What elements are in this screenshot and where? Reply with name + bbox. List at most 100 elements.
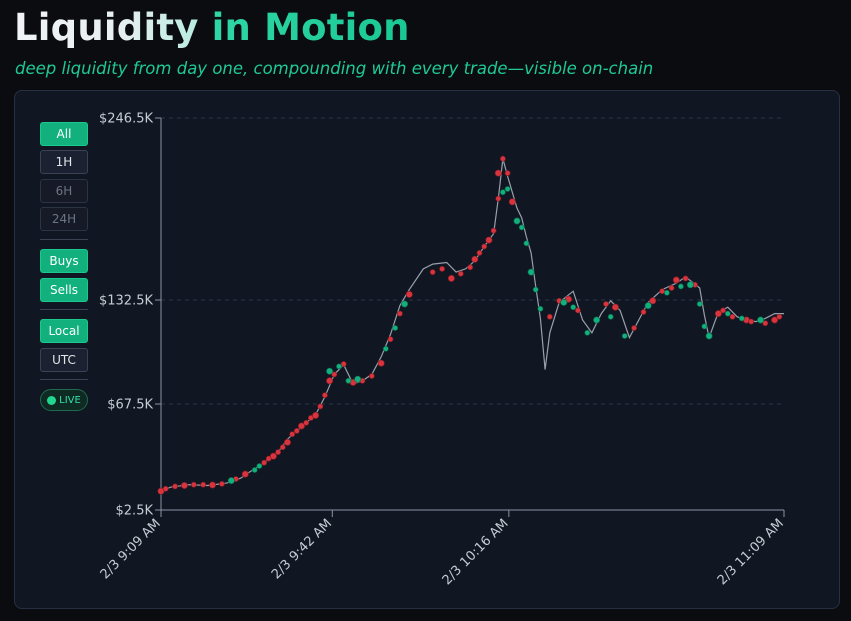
sell-trade-marker (447, 274, 455, 282)
buy-trade-marker (724, 310, 731, 317)
sell-trade-marker (180, 481, 188, 489)
price-line (160, 158, 784, 492)
x-tick-label: 2/3 9:42 AM (269, 516, 335, 582)
sell-trade-marker (387, 336, 394, 343)
buy-trade-marker (686, 281, 694, 289)
timezone-local-button[interactable]: Local (40, 319, 88, 343)
price-chart: $2.5K $67.5K $132.5K $246.5K 2/3 9:09 AM 2/3 … (98, 112, 787, 589)
sell-trade-marker (331, 371, 338, 378)
timezone-utc-button[interactable]: UTC (40, 348, 88, 372)
buy-trade-marker (560, 298, 568, 306)
sell-trade-marker (439, 265, 445, 272)
y-tick-label: $246.5K (99, 112, 153, 127)
x-tick-label: 2/3 10:16 AM (440, 516, 512, 588)
sell-trade-marker (603, 301, 609, 307)
buy-trade-marker (621, 333, 628, 339)
sell-trade-marker (340, 361, 347, 367)
sell-trade-marker (476, 249, 483, 256)
buy-trade-marker (527, 268, 535, 276)
buy-trade-marker (593, 316, 601, 324)
buy-trade-marker (401, 300, 409, 308)
sell-trade-marker (508, 198, 516, 206)
sell-trade-marker (321, 392, 328, 399)
sell-trade-marker (494, 169, 502, 177)
y-tick-label: $2.5K (116, 504, 154, 519)
title-phrase-in-motion: in Motion (211, 6, 410, 49)
sell-trade-marker (481, 243, 488, 250)
sell-trade-marker (471, 255, 479, 263)
sell-trade-marker (297, 422, 305, 430)
buys-toggle[interactable]: Buys (40, 249, 88, 273)
sell-trade-marker (218, 480, 225, 487)
sell-trade-marker (776, 313, 783, 320)
buy-trade-marker (738, 315, 745, 322)
buy-trade-marker (382, 345, 389, 352)
sell-trade-marker (771, 316, 779, 324)
sell-trade-marker (368, 373, 375, 379)
sell-trade-marker (293, 427, 300, 434)
live-label: LIVE (59, 394, 81, 406)
buy-trade-marker (499, 189, 506, 196)
buy-trade-marker (696, 301, 703, 307)
sell-trade-marker (720, 307, 726, 314)
sell-trade-marker (172, 483, 178, 490)
buy-trade-marker (584, 329, 591, 336)
buy-trade-marker (678, 283, 684, 290)
y-tick-label: $67.5K (107, 398, 153, 413)
title-word-liquidity: Liquidity (14, 6, 199, 49)
controls-divider (40, 379, 88, 380)
sell-trade-marker (312, 411, 320, 419)
buy-trade-marker (513, 217, 521, 225)
page-title: Liquidity in Motion (14, 6, 410, 49)
sell-trade-marker (190, 481, 197, 488)
buy-trade-marker (336, 363, 342, 370)
sell-trade-marker (241, 470, 249, 478)
sell-trade-marker (283, 438, 291, 446)
sell-trade-marker (396, 310, 403, 317)
buy-trade-marker (644, 302, 652, 310)
sell-trade-marker (546, 313, 553, 320)
sells-toggle[interactable]: Sells (40, 278, 88, 302)
sell-trade-marker (762, 320, 769, 327)
sell-trade-marker (672, 276, 680, 284)
x-tick-label: 2/3 11:09 AM (715, 516, 787, 588)
live-toggle[interactable]: LIVE (40, 389, 88, 411)
buy-trade-marker (256, 463, 263, 469)
sell-trade-marker (668, 285, 675, 291)
sell-trade-marker (649, 297, 657, 305)
sell-trade-marker (261, 459, 267, 466)
sell-trade-marker (209, 481, 217, 489)
buy-trade-marker (392, 325, 399, 331)
range-all-button[interactable]: All (40, 122, 88, 146)
sell-trade-marker (611, 303, 619, 311)
sell-trade-marker (640, 309, 647, 315)
y-tick-label: $132.5K (99, 294, 153, 309)
sell-trade-marker (200, 481, 207, 488)
sell-trade-marker (682, 275, 689, 282)
buy-trade-marker (326, 367, 334, 375)
sell-trade-marker (275, 449, 281, 455)
sell-trade-marker (289, 431, 296, 438)
buy-trade-marker (537, 305, 544, 312)
buy-trade-marker (227, 477, 235, 485)
range-1h-button[interactable]: 1H (40, 150, 88, 174)
sell-trade-marker (504, 170, 511, 176)
buy-trade-marker (705, 332, 713, 340)
controls-divider (40, 309, 88, 310)
buy-trade-marker (523, 240, 530, 247)
x-tick-label: 2/3 9:09 AM (98, 516, 164, 582)
sell-trade-marker (162, 485, 169, 492)
buy-trade-marker (345, 377, 352, 384)
sell-trade-marker (490, 227, 497, 234)
buy-trade-marker (251, 467, 258, 473)
sell-trade-marker (269, 452, 277, 460)
sell-trade-marker (405, 290, 413, 298)
sell-trade-marker (729, 313, 736, 320)
range-6h-button[interactable]: 6H (40, 179, 88, 203)
range-24h-button[interactable]: 24H (40, 207, 88, 231)
sell-trade-marker (317, 403, 324, 410)
sell-trade-marker (748, 318, 755, 325)
sell-trade-marker (303, 419, 310, 426)
sell-trade-marker (457, 270, 464, 277)
sell-trade-marker (326, 377, 334, 385)
